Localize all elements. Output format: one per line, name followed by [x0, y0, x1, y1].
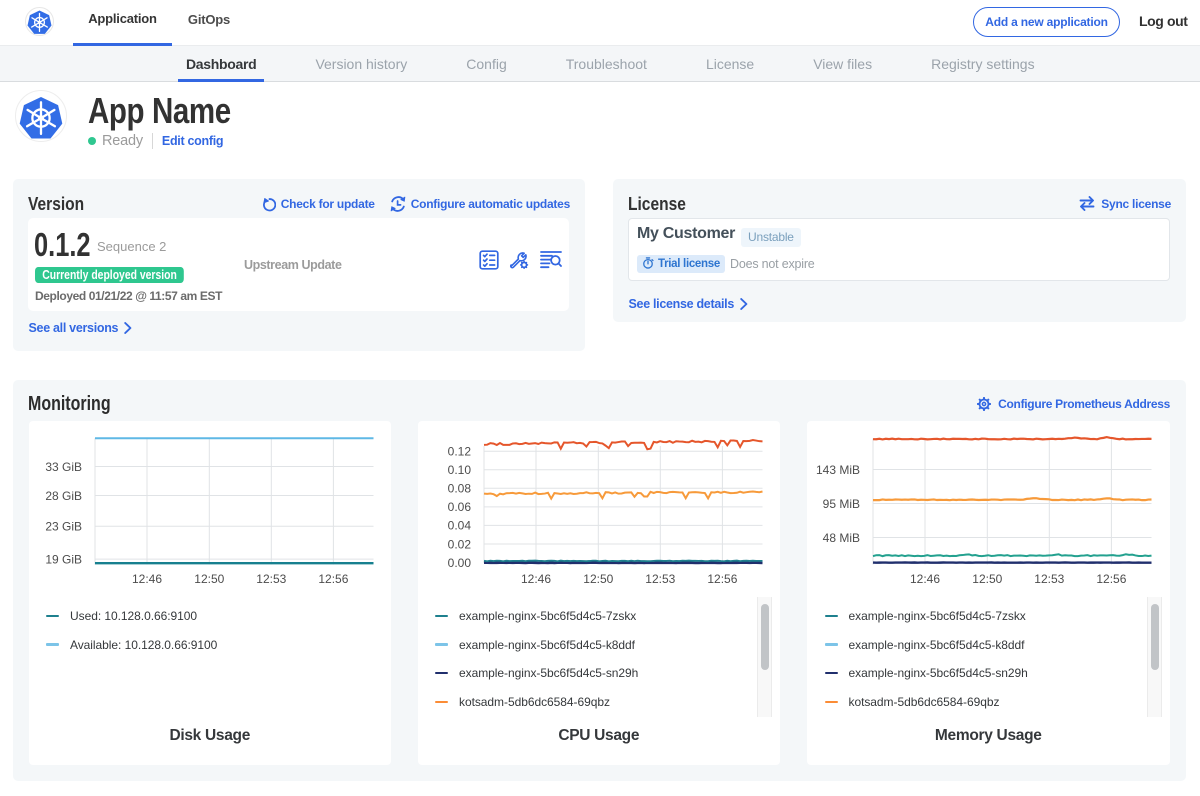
svg-text:12:53: 12:53 — [645, 572, 675, 586]
svg-text:12:56: 12:56 — [707, 572, 737, 586]
svg-text:0.00: 0.00 — [447, 555, 471, 569]
svg-text:23 GiB: 23 GiB — [45, 519, 82, 533]
svg-text:12:46: 12:46 — [910, 572, 940, 586]
svg-text:12:50: 12:50 — [194, 572, 224, 586]
svg-text:12:53: 12:53 — [256, 572, 286, 586]
svg-text:12:46: 12:46 — [131, 572, 161, 586]
svg-text:19 GiB: 19 GiB — [45, 552, 82, 566]
svg-text:12:56: 12:56 — [1096, 572, 1126, 586]
svg-text:12:56: 12:56 — [318, 572, 348, 586]
svg-text:0.12: 0.12 — [447, 444, 471, 458]
svg-text:12:53: 12:53 — [1034, 572, 1064, 586]
svg-text:95 MiB: 95 MiB — [823, 496, 860, 510]
svg-text:12:50: 12:50 — [972, 572, 1002, 586]
svg-text:28 GiB: 28 GiB — [45, 488, 82, 502]
svg-text:0.04: 0.04 — [447, 518, 471, 532]
svg-text:0.10: 0.10 — [447, 463, 471, 477]
svg-text:48 MiB: 48 MiB — [823, 530, 860, 544]
svg-text:0.02: 0.02 — [447, 537, 471, 551]
svg-text:12:46: 12:46 — [520, 572, 550, 586]
svg-text:33 GiB: 33 GiB — [45, 459, 82, 473]
svg-text:12:50: 12:50 — [583, 572, 613, 586]
svg-text:0.06: 0.06 — [447, 500, 471, 514]
svg-text:0.08: 0.08 — [447, 481, 471, 495]
svg-text:143 MiB: 143 MiB — [816, 462, 860, 476]
